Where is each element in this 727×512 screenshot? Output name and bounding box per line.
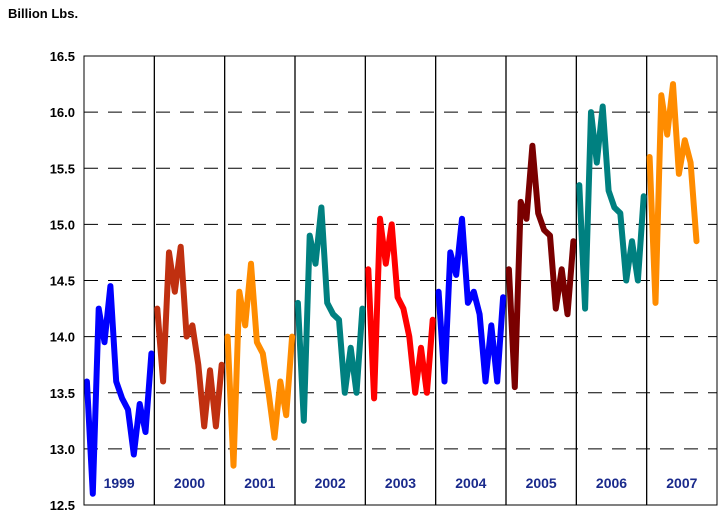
- y-tick-label: 14.0: [50, 330, 75, 345]
- year-label-2003: 2003: [385, 475, 416, 491]
- series-line-2005: [505, 142, 577, 391]
- series-line-2002: [294, 204, 366, 424]
- y-tick-label: 16.0: [50, 105, 75, 120]
- series-line-2004: [435, 215, 507, 385]
- year-label-2004: 2004: [455, 475, 486, 491]
- series-line-2007: [646, 81, 700, 306]
- series-line-2001: [224, 260, 296, 469]
- y-axis-label: Billion Lbs.: [8, 6, 79, 21]
- y-tick-label: 14.5: [50, 274, 75, 289]
- y-tick-label: 13.5: [50, 386, 75, 401]
- year-label-1999: 1999: [104, 475, 135, 491]
- year-separators: [153, 56, 648, 505]
- plot-frame: [83, 55, 718, 506]
- year-label-2005: 2005: [526, 475, 557, 491]
- series-line-1999: [83, 283, 155, 497]
- y-tick-label: 15.0: [50, 217, 75, 232]
- series-line-2006: [576, 103, 647, 312]
- year-label-2006: 2006: [596, 475, 627, 491]
- y-tick-labels: 12.5 13.0 13.5 14.0 14.5 15.0 15.5 16.0 16.5: [50, 49, 75, 512]
- series-line-2000: [154, 243, 225, 430]
- series-line-2003: [365, 215, 436, 402]
- year-label-2000: 2000: [174, 475, 205, 491]
- series-lines: [83, 81, 700, 497]
- y-tick-label: 15.5: [50, 161, 75, 176]
- year-label-2007: 2007: [666, 475, 697, 491]
- year-label-2002: 2002: [315, 475, 346, 491]
- year-labels: 1999 2000 2001 2002 2003 2004 2005 2006 2007: [104, 475, 698, 491]
- y-tick-label: 13.0: [50, 442, 75, 457]
- y-tick-label: 12.5: [50, 498, 75, 512]
- year-label-2001: 2001: [244, 475, 275, 491]
- y-tick-label: 16.5: [50, 49, 75, 64]
